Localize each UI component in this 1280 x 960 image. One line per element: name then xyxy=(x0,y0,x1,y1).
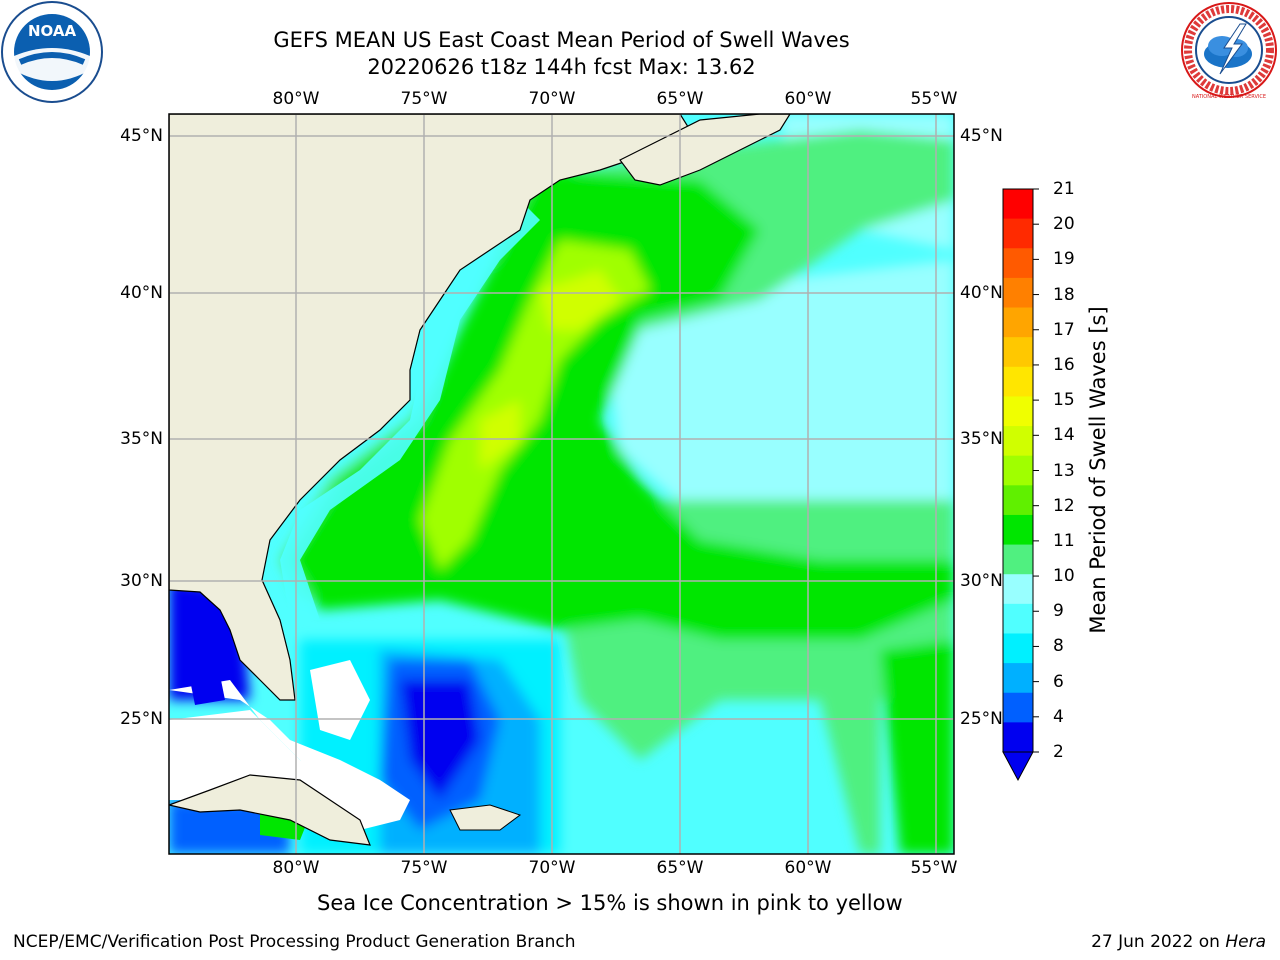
colorbar-tick-label: 17 xyxy=(1053,319,1075,340)
colorbar-segment xyxy=(1003,426,1033,457)
colorbar-segment xyxy=(1003,633,1033,664)
lon-label-bottom: 70°W xyxy=(528,858,576,878)
colorbar-tick-label: 18 xyxy=(1053,284,1075,305)
colorbar-tick-label: 12 xyxy=(1053,495,1075,516)
footer-credit: NCEP/EMC/Verification Post Processing Pr… xyxy=(13,932,576,952)
colorbar-segment xyxy=(1003,455,1033,486)
ocean-region-12-13 xyxy=(420,240,650,570)
colorbar-segment xyxy=(1003,396,1033,427)
lat-label-right: 25°N xyxy=(960,709,1003,729)
colorbar-segment xyxy=(1003,277,1033,309)
colorbar-segment xyxy=(1003,603,1033,634)
colorbar-segment xyxy=(1003,248,1033,279)
lat-label-left: 45°N xyxy=(120,126,163,146)
colorbar-segment xyxy=(1003,663,1033,694)
noaa-logo-text: NOAA xyxy=(28,22,77,40)
footer-date: 27 Jun 2022 on Hera xyxy=(1091,932,1266,952)
colorbar-tick-label: 20 xyxy=(1053,214,1075,235)
lon-label-top: 65°W xyxy=(656,89,704,109)
noaa-logo: NOAA xyxy=(1,1,103,103)
colorbar xyxy=(1002,188,1039,782)
lon-label-top: 55°W xyxy=(910,89,958,109)
colorbar-segment xyxy=(1003,514,1033,546)
colorbar-tick-label: 8 xyxy=(1053,636,1064,657)
colorbar-tick-label: 15 xyxy=(1053,390,1075,411)
colorbar-tick-label: 6 xyxy=(1053,671,1064,692)
lon-label-top: 75°W xyxy=(400,89,448,109)
colorbar-tick-label: 9 xyxy=(1053,601,1064,622)
colorbar-tick-label: 19 xyxy=(1053,249,1075,270)
colorbar-segment xyxy=(1003,366,1033,397)
colorbar-tick-label: 13 xyxy=(1053,460,1075,481)
chart-title: GEFS MEAN US East Coast Mean Period of S… xyxy=(273,28,850,52)
colorbar-segment xyxy=(1003,574,1033,605)
colorbar-tick-label: 14 xyxy=(1053,425,1075,446)
colorbar-tick-label: 11 xyxy=(1053,530,1075,551)
colorbar-segment xyxy=(1003,189,1033,220)
colorbar-tick-label: 2 xyxy=(1053,742,1064,762)
map-frame xyxy=(168,113,955,855)
chart-subtitle: 20220626 t18z 144h fcst Max: 13.62 xyxy=(367,55,756,79)
nws-logo: NATIONAL WEATHER SERVICE xyxy=(1181,2,1277,100)
lat-label-right: 35°N xyxy=(960,429,1003,449)
lat-label-left: 35°N xyxy=(120,429,163,449)
lon-label-bottom: 65°W xyxy=(656,858,704,878)
colorbar-label: Mean Period of Swell Waves [s] xyxy=(1086,306,1110,634)
lat-label-left: 40°N xyxy=(120,283,163,303)
lat-label-right: 30°N xyxy=(960,571,1003,591)
colorbar-extend-arrow xyxy=(1002,751,1034,782)
lon-label-top: 70°W xyxy=(528,89,576,109)
colorbar-segment xyxy=(1003,337,1033,368)
colorbar-tick-label: 21 xyxy=(1053,179,1075,199)
lon-label-bottom: 75°W xyxy=(400,858,448,878)
lat-label-right: 40°N xyxy=(960,283,1003,303)
land-mass xyxy=(169,114,691,701)
lat-label-right: 45°N xyxy=(960,126,1003,146)
colorbar-segment xyxy=(1003,544,1033,575)
footer-host: Hera xyxy=(1225,932,1266,952)
colorbar-segment xyxy=(1003,722,1033,753)
lon-label-bottom: 80°W xyxy=(272,858,320,878)
colorbar-segment xyxy=(1003,485,1033,516)
lon-label-bottom: 55°W xyxy=(910,858,958,878)
sea-ice-note: Sea Ice Concentration > 15% is shown in … xyxy=(317,891,903,915)
lon-label-top: 80°W xyxy=(272,89,320,109)
colorbar-segment xyxy=(1003,692,1033,723)
lat-label-left: 25°N xyxy=(120,709,163,729)
ocean-region-8-9 xyxy=(600,260,954,560)
colorbar-segment xyxy=(1003,218,1033,249)
colorbar-tick-label: 10 xyxy=(1053,566,1075,587)
lat-label-left: 30°N xyxy=(120,571,163,591)
nws-logo-text: NATIONAL WEATHER SERVICE xyxy=(1192,94,1266,100)
colorbar-tick-label: 4 xyxy=(1053,706,1064,727)
lon-label-top: 60°W xyxy=(784,89,832,109)
lon-label-bottom: 60°W xyxy=(784,858,832,878)
colorbar-tick-label: 16 xyxy=(1053,354,1075,375)
footer-date-text: 27 Jun 2022 on xyxy=(1091,932,1226,952)
colorbar-segment xyxy=(1003,307,1033,338)
graticule xyxy=(169,114,954,854)
